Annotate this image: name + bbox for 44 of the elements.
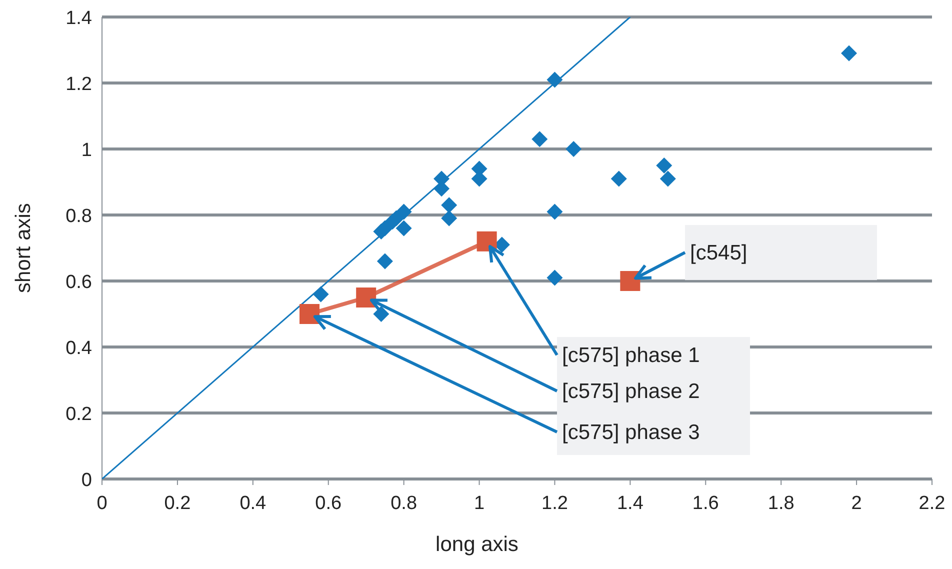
y-tick-label: 0 (81, 470, 92, 491)
point (566, 141, 582, 157)
x-tick-label: 1.4 (616, 493, 644, 514)
y-tick-label: 0.2 (66, 404, 92, 425)
x-tick-label: 1.8 (768, 493, 794, 514)
point (356, 288, 376, 308)
point (620, 271, 640, 291)
y-tick-label: 0.6 (66, 272, 92, 293)
point (396, 204, 412, 220)
y-tick-label: 1.2 (66, 74, 92, 95)
y-tick-label: 0.8 (66, 206, 92, 227)
point (441, 210, 458, 226)
y-tick-label: 1 (81, 140, 92, 161)
x-tick-label: 0.2 (164, 493, 191, 514)
y-tick-label: 0.4 (66, 338, 92, 359)
x-tick-label: 1.2 (542, 493, 568, 514)
annotation: [c575] phase 2 (562, 380, 700, 403)
point (841, 45, 857, 62)
point (441, 197, 458, 214)
y-axis-title: short axis (12, 203, 35, 293)
point (546, 204, 563, 220)
annotation: [c575] phase 3 (562, 421, 700, 444)
point (660, 170, 676, 187)
point (546, 270, 563, 286)
x-tick-label: 2.2 (918, 493, 946, 514)
x-tick-label: 1 (474, 493, 485, 514)
y-tick-label: 1.4 (66, 8, 92, 29)
point (312, 286, 329, 302)
annotation: [c575] phase 1 (562, 344, 700, 367)
point (656, 158, 672, 174)
annotation: [c545] (690, 242, 748, 264)
x-tick-label: 2 (851, 493, 862, 514)
point (546, 72, 563, 88)
point (300, 304, 320, 324)
x-tick-label: 0.4 (240, 493, 267, 514)
x-tick-label: 0.8 (390, 493, 418, 514)
point (376, 253, 393, 270)
point (532, 131, 548, 148)
point (396, 220, 412, 236)
x-tick-label: 0 (96, 493, 108, 514)
x-tick-label: 0.6 (315, 493, 342, 514)
x-axis-title: long axis (436, 533, 518, 556)
point (610, 170, 627, 187)
x-tick-label: 1.6 (692, 493, 719, 514)
